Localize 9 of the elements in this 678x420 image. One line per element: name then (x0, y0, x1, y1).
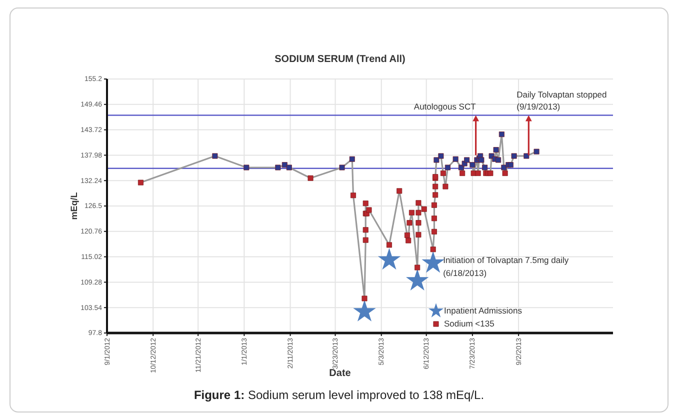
legend-label: Inpatient Admissions (444, 306, 522, 316)
annotation: Autologous SCT (414, 101, 476, 112)
x-axis-title: Date (329, 368, 352, 379)
caption: Figure 1: Sodium serum level improved to 138 mEq/L. (194, 388, 484, 402)
annotation: Daily Tolvaptan stopped (9/19/2013) (516, 89, 608, 112)
legend-label: Sodium <135 (444, 318, 495, 329)
chart-title: SODIUM SERUM (Trend All) (274, 54, 406, 65)
annotation: Initiation of Tolvaptan 7.5mg daily (6/18/2013) (443, 255, 570, 278)
y-axis-title: mEq/L (69, 192, 79, 220)
